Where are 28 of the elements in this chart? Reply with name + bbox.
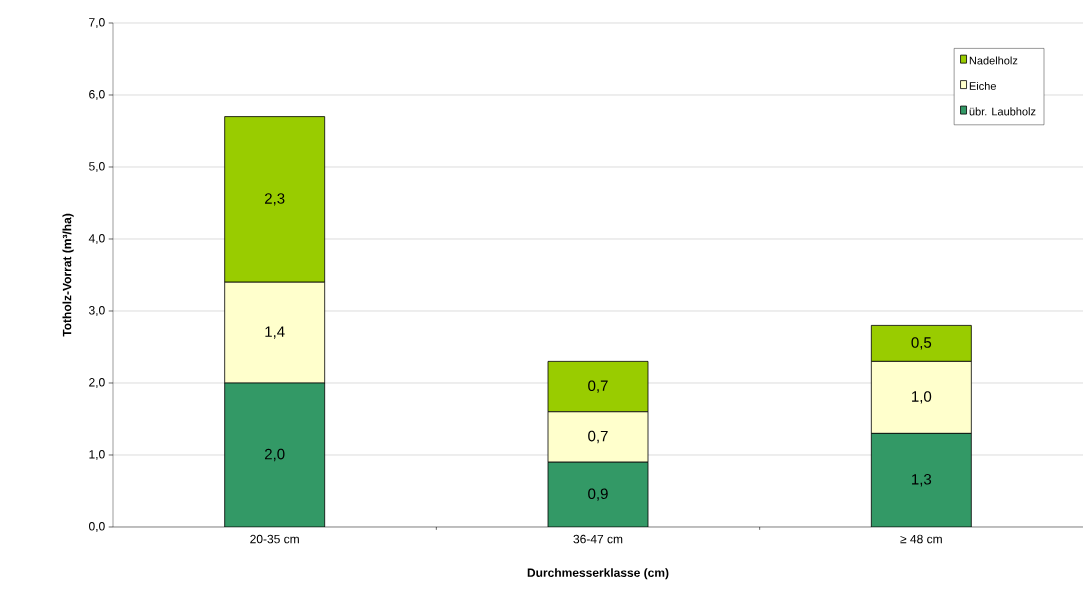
y-tick-label: 4,0 bbox=[88, 234, 105, 244]
data-label: 2,3 bbox=[265, 193, 285, 206]
y-tick-label: 3,0 bbox=[88, 306, 105, 316]
bar bbox=[547, 461, 649, 527]
y-tick-label: 7,0 bbox=[89, 18, 105, 28]
x-axis-title: Durchmesserklasse (cm) bbox=[527, 568, 669, 580]
data-label: 1,3 bbox=[912, 473, 932, 487]
y-axis-title: Totholz-Vorrat (m³/ha) bbox=[62, 213, 74, 337]
y-tick-label: 5,0 bbox=[89, 162, 105, 172]
y-tick-label: 2,0 bbox=[89, 378, 105, 388]
y-tick-label: 0,0 bbox=[89, 522, 105, 532]
data-label: 2,0 bbox=[265, 448, 285, 462]
legend-label: übr. Laubholz bbox=[969, 107, 1036, 116]
x-tick-label: 36-47 cm bbox=[573, 534, 623, 544]
bar bbox=[224, 382, 326, 527]
x-tick-label: ≥ 48 cm bbox=[900, 534, 942, 544]
data-label: 1,4 bbox=[265, 326, 285, 339]
data-label: 0,5 bbox=[911, 337, 932, 350]
y-tick-label: 6,0 bbox=[89, 90, 105, 100]
y-tick-label: 1,0 bbox=[89, 450, 105, 460]
data-label: 1,0 bbox=[912, 391, 932, 404]
data-label: 0,7 bbox=[588, 430, 608, 444]
data-label: 0,7 bbox=[588, 380, 608, 393]
x-tick-label: 20-35 cm bbox=[250, 534, 299, 544]
data-label: 0,9 bbox=[588, 488, 608, 501]
bar bbox=[870, 432, 972, 527]
legend-label: Eiche bbox=[969, 81, 996, 90]
legend-label: Nadelholz bbox=[969, 56, 1018, 65]
